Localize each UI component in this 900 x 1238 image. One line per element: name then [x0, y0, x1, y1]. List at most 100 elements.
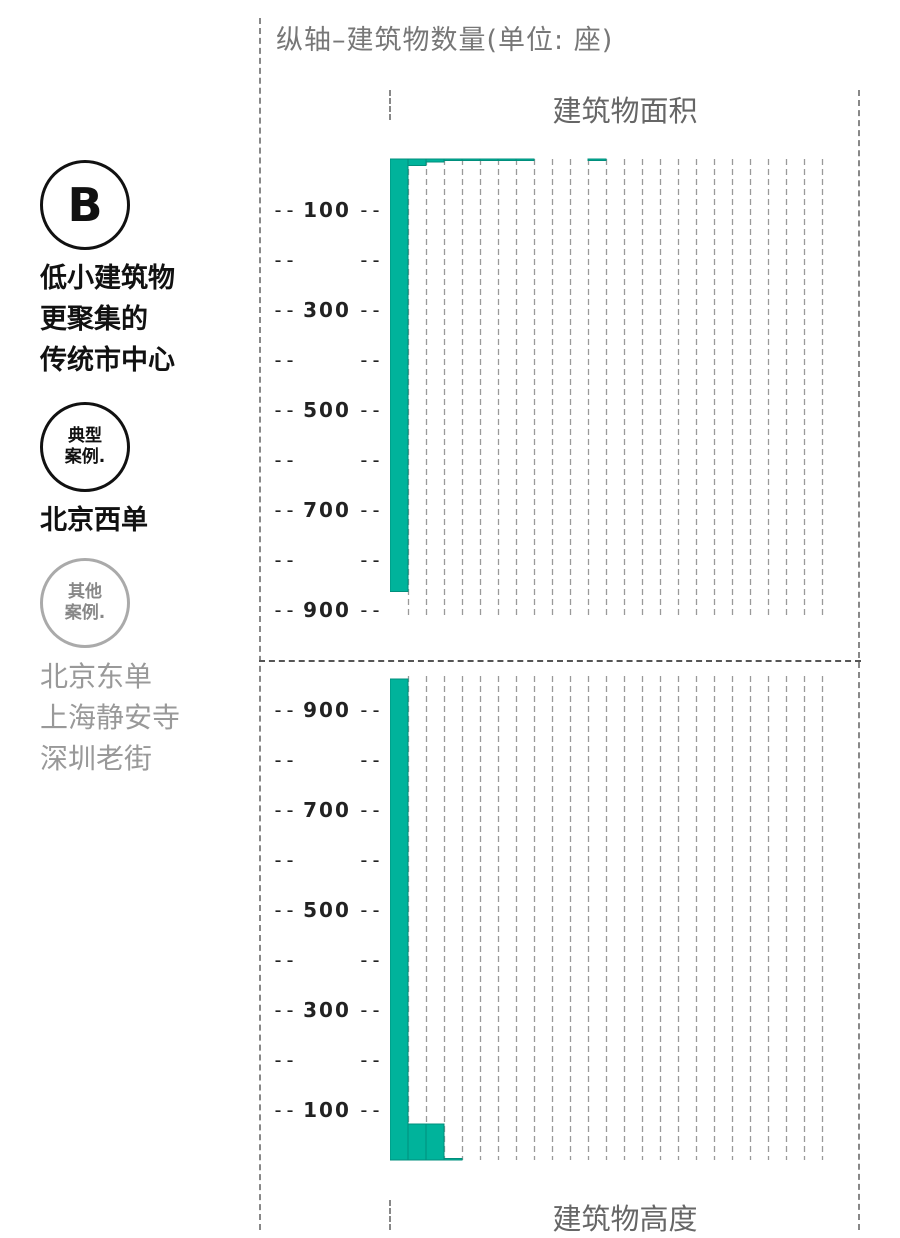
height-histogram [390, 676, 824, 1161]
tick-dash: -- [357, 498, 382, 522]
y-tick: -- -- 300 [272, 298, 382, 322]
tick-dash: -- [272, 448, 297, 472]
tick-dash: -- [357, 848, 382, 872]
y-tick-label: 500 [303, 898, 351, 922]
histogram-bar [443, 158, 463, 161]
tick-dash: -- [357, 698, 382, 722]
y-axis-line [259, 18, 261, 1230]
histogram-bar [425, 158, 445, 163]
y-tick: -- -- 700 [272, 498, 382, 522]
category-badge: B [40, 160, 130, 250]
tick-dash: -- [272, 1048, 297, 1072]
plot-left-border-bottom [389, 1200, 391, 1230]
y-tick-label: 100 [303, 198, 351, 222]
histogram-bar [515, 158, 535, 161]
tick-dash: -- [357, 398, 382, 422]
y-tick-label: 300 [303, 298, 351, 322]
y-tick-label: 500 [303, 398, 351, 422]
tick-dash: -- [357, 548, 382, 572]
y-tick: -- -- 500 [272, 398, 382, 422]
histogram-bar [407, 158, 427, 166]
tick-dash: -- [357, 448, 382, 472]
y-tick: -- -- 900 [272, 698, 382, 722]
histogram-bar [461, 158, 481, 161]
histogram-bar [497, 158, 517, 161]
y-axis-title: 纵轴–建筑物数量(单位: 座) [276, 25, 614, 56]
tick-dash: -- [272, 398, 297, 422]
area-histogram [390, 158, 824, 615]
histogram-bar [407, 1123, 427, 1161]
y-tick: -- -- 700 [272, 798, 382, 822]
histogram-bar [390, 158, 409, 592]
histogram-bar [425, 1123, 445, 1161]
histogram-bar [587, 158, 607, 161]
histogram-bar [479, 158, 499, 161]
other-case: 深圳老街 [40, 742, 153, 775]
heading-line: 传统市中心 [40, 345, 175, 376]
y-tick: -- -- 500 [272, 898, 382, 922]
y-tick: -- -- [272, 448, 382, 472]
tick-dash: -- [272, 298, 297, 322]
typical-case-badge: 典型 案例. [40, 402, 130, 492]
y-tick: -- -- 900 [272, 598, 382, 622]
tick-dash: -- [272, 898, 297, 922]
tick-dash: -- [272, 598, 297, 622]
tick-dash: -- [357, 948, 382, 972]
tick-dash: -- [357, 1098, 382, 1122]
other-badge-line: 其他 [68, 582, 102, 602]
tick-dash: -- [272, 798, 297, 822]
y-tick-label: 300 [303, 998, 351, 1022]
tick-dash: -- [357, 998, 382, 1022]
tick-dash: -- [272, 998, 297, 1022]
y-tick-label: 700 [303, 498, 351, 522]
other-badge-line: 案例. [64, 603, 106, 623]
tick-dash: -- [357, 1048, 382, 1072]
y-tick: -- -- 100 [272, 1098, 382, 1122]
y-tick: -- -- [272, 548, 382, 572]
y-tick: -- -- 100 [272, 198, 382, 222]
tick-dash: -- [272, 848, 297, 872]
tick-dash: -- [272, 948, 297, 972]
tick-dash: -- [357, 248, 382, 272]
tick-dash: -- [272, 198, 297, 222]
tick-dash: -- [272, 498, 297, 522]
area-panel-title: 建筑物面积 [552, 94, 698, 128]
tick-dash: -- [357, 298, 382, 322]
tick-dash: -- [272, 748, 297, 772]
tick-dash: -- [272, 698, 297, 722]
heading-line: 更聚集的 [40, 304, 148, 335]
heading-line: 低小建筑物 [40, 263, 175, 294]
tick-dash: -- [357, 748, 382, 772]
tick-dash: -- [272, 1098, 297, 1122]
y-tick: -- -- [272, 948, 382, 972]
y-tick: -- -- [272, 1048, 382, 1072]
typical-case-name: 北京西单 [40, 505, 148, 536]
y-tick: -- -- [272, 348, 382, 372]
other-case: 北京东单 [40, 660, 153, 693]
y-tick: -- -- 300 [272, 998, 382, 1022]
tick-dash: -- [272, 548, 297, 572]
histogram-bar [390, 678, 409, 1161]
other-case: 上海静安寺 [40, 701, 181, 734]
category-letter: B [67, 178, 103, 232]
panel-separator [259, 660, 861, 662]
plot-left-border-top [389, 90, 391, 120]
tick-dash: -- [272, 348, 297, 372]
other-cases-list: 北京东单 上海静安寺 深圳老街 [40, 656, 180, 779]
typical-badge-line: 典型 [68, 426, 102, 446]
y-tick: -- -- [272, 848, 382, 872]
tick-dash: -- [357, 598, 382, 622]
y-tick: -- -- [272, 248, 382, 272]
y-tick-label: 900 [303, 598, 351, 622]
tick-dash: -- [357, 348, 382, 372]
typical-badge-line: 案例. [64, 447, 106, 467]
y-tick-label: 900 [303, 698, 351, 722]
other-cases-badge: 其他 案例. [40, 558, 130, 648]
height-panel-title: 建筑物高度 [552, 1202, 698, 1236]
y-tick-label: 700 [303, 798, 351, 822]
category-heading: 低小建筑物 更聚集的 传统市中心 [40, 258, 175, 381]
y-tick-label: 100 [303, 1098, 351, 1122]
tick-dash: -- [357, 798, 382, 822]
tick-dash: -- [357, 198, 382, 222]
histogram-bar [443, 1158, 463, 1161]
